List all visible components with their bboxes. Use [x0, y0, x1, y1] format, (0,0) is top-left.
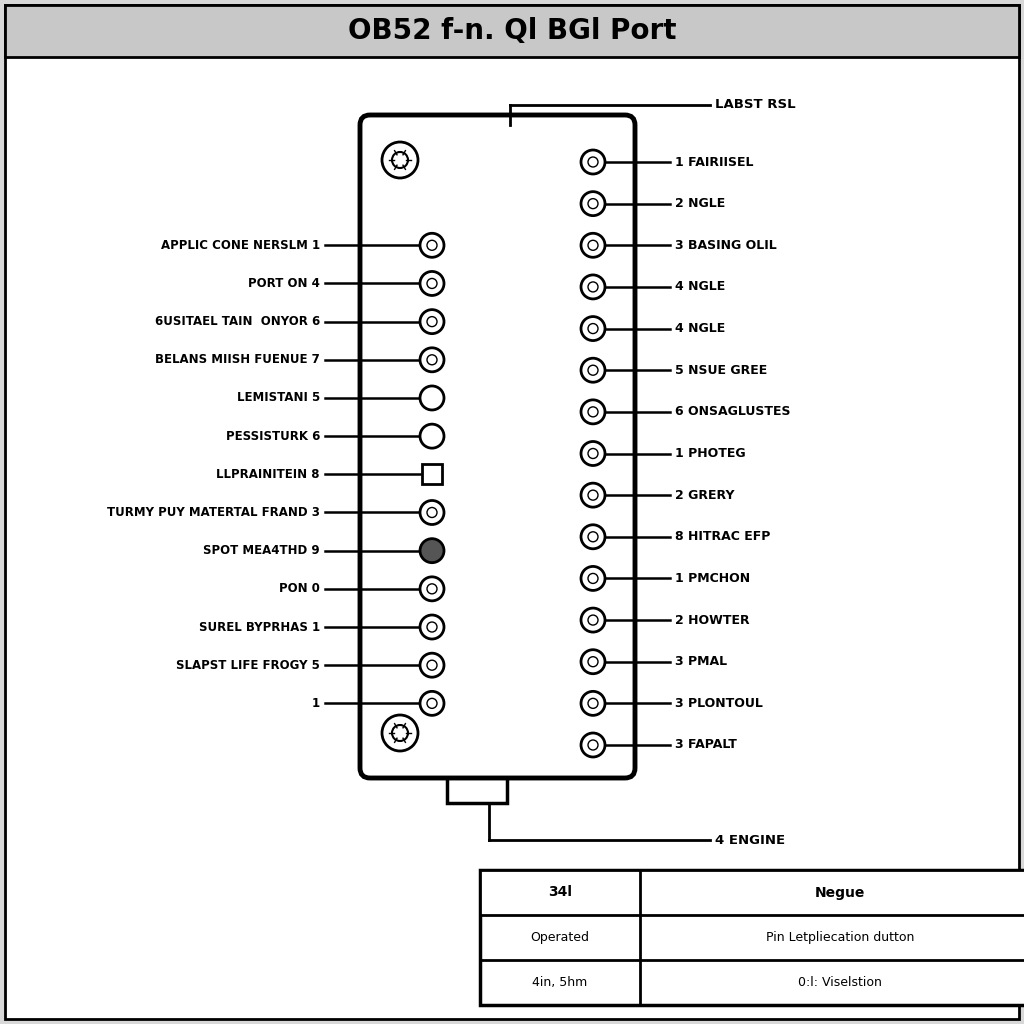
- Circle shape: [581, 150, 605, 174]
- Circle shape: [427, 660, 437, 670]
- Circle shape: [588, 324, 598, 334]
- FancyBboxPatch shape: [480, 870, 1024, 1005]
- Text: APPLIC CONE NERSLM 1: APPLIC CONE NERSLM 1: [161, 239, 319, 252]
- Text: PORT ON 4: PORT ON 4: [248, 276, 319, 290]
- Text: 4 ENGINE: 4 ENGINE: [715, 834, 785, 847]
- Text: Operated: Operated: [530, 931, 590, 944]
- Text: 2 NGLE: 2 NGLE: [675, 198, 725, 210]
- Circle shape: [588, 656, 598, 667]
- Circle shape: [392, 152, 408, 168]
- Circle shape: [420, 501, 444, 524]
- Text: PON 0: PON 0: [280, 583, 319, 595]
- Circle shape: [581, 274, 605, 299]
- FancyBboxPatch shape: [5, 5, 1019, 1019]
- Text: PESSISTURK 6: PESSISTURK 6: [225, 430, 319, 442]
- Text: SLAPST LIFE FROGY 5: SLAPST LIFE FROGY 5: [176, 658, 319, 672]
- Circle shape: [581, 316, 605, 341]
- Text: 2 GRERY: 2 GRERY: [675, 488, 734, 502]
- Circle shape: [420, 386, 444, 410]
- Text: LEMISTANI 5: LEMISTANI 5: [237, 391, 319, 404]
- Circle shape: [588, 490, 598, 500]
- Text: 2 HOWTER: 2 HOWTER: [675, 613, 750, 627]
- Text: Pin Letpliecation dutton: Pin Letpliecation dutton: [766, 931, 914, 944]
- Circle shape: [581, 691, 605, 716]
- Circle shape: [581, 524, 605, 549]
- Circle shape: [427, 698, 437, 709]
- Circle shape: [427, 316, 437, 327]
- Circle shape: [581, 441, 605, 466]
- Text: LABST RSL: LABST RSL: [715, 98, 796, 112]
- Circle shape: [427, 622, 437, 632]
- Circle shape: [581, 649, 605, 674]
- Circle shape: [581, 358, 605, 382]
- Circle shape: [392, 725, 408, 741]
- Circle shape: [588, 407, 598, 417]
- Text: 3 PMAL: 3 PMAL: [675, 655, 727, 669]
- Circle shape: [382, 715, 418, 751]
- Text: 1 PMCHON: 1 PMCHON: [675, 572, 751, 585]
- Circle shape: [581, 483, 605, 507]
- Circle shape: [420, 348, 444, 372]
- Circle shape: [420, 577, 444, 601]
- Text: 4in, 5hm: 4in, 5hm: [532, 976, 588, 989]
- Text: 4 NGLE: 4 NGLE: [675, 323, 725, 335]
- Circle shape: [420, 691, 444, 716]
- FancyBboxPatch shape: [480, 870, 1024, 915]
- Circle shape: [588, 449, 598, 459]
- Circle shape: [420, 539, 444, 562]
- Text: BELANS MIISH FUENUE 7: BELANS MIISH FUENUE 7: [156, 353, 319, 367]
- Circle shape: [588, 366, 598, 375]
- Text: LLPRAINITEIN 8: LLPRAINITEIN 8: [216, 468, 319, 481]
- Text: 0:l: Viselstion: 0:l: Viselstion: [798, 976, 882, 989]
- Text: 6 ONSAGLUSTES: 6 ONSAGLUSTES: [675, 406, 791, 419]
- Text: 3 FAPALT: 3 FAPALT: [675, 738, 737, 752]
- Circle shape: [420, 653, 444, 677]
- Circle shape: [420, 233, 444, 257]
- Circle shape: [382, 142, 418, 178]
- Circle shape: [427, 584, 437, 594]
- Circle shape: [420, 309, 444, 334]
- Text: 3 BASING OLIL: 3 BASING OLIL: [675, 239, 777, 252]
- Circle shape: [588, 157, 598, 167]
- Text: 5 NSUE GREE: 5 NSUE GREE: [675, 364, 767, 377]
- Text: 1 PHOTEG: 1 PHOTEG: [675, 447, 745, 460]
- Circle shape: [420, 424, 444, 449]
- Text: 1 FAIRIISEL: 1 FAIRIISEL: [675, 156, 754, 169]
- Circle shape: [581, 233, 605, 257]
- Circle shape: [588, 615, 598, 625]
- Circle shape: [581, 608, 605, 632]
- FancyBboxPatch shape: [446, 768, 507, 803]
- Circle shape: [581, 733, 605, 757]
- Text: OB52 f-n. Ql BGl Port: OB52 f-n. Ql BGl Port: [348, 17, 676, 45]
- FancyBboxPatch shape: [5, 5, 1019, 57]
- Circle shape: [427, 279, 437, 289]
- Circle shape: [581, 191, 605, 216]
- Circle shape: [588, 573, 598, 584]
- Text: Negue: Negue: [815, 886, 865, 899]
- Circle shape: [427, 354, 437, 365]
- Text: TURMY PUY MATERTAL FRAND 3: TURMY PUY MATERTAL FRAND 3: [108, 506, 319, 519]
- Circle shape: [588, 282, 598, 292]
- Text: 6USITAEL TAIN  ONYOR 6: 6USITAEL TAIN ONYOR 6: [155, 315, 319, 328]
- Circle shape: [420, 271, 444, 296]
- Circle shape: [427, 241, 437, 250]
- Bar: [422, 464, 442, 484]
- Text: 8 HITRAC EFP: 8 HITRAC EFP: [675, 530, 770, 544]
- Circle shape: [588, 531, 598, 542]
- Circle shape: [581, 399, 605, 424]
- Circle shape: [581, 566, 605, 591]
- Text: SPOT MEA4THD 9: SPOT MEA4THD 9: [204, 544, 319, 557]
- FancyBboxPatch shape: [360, 115, 635, 778]
- Circle shape: [588, 740, 598, 750]
- Circle shape: [427, 508, 437, 517]
- Circle shape: [588, 698, 598, 709]
- Text: 4 NGLE: 4 NGLE: [675, 281, 725, 294]
- Text: 3 PLONTOUL: 3 PLONTOUL: [675, 697, 763, 710]
- Circle shape: [588, 241, 598, 250]
- Text: 34l: 34l: [548, 886, 572, 899]
- Text: 1: 1: [312, 697, 319, 710]
- Circle shape: [420, 615, 444, 639]
- Text: SUREL BYPRHAS 1: SUREL BYPRHAS 1: [199, 621, 319, 634]
- Circle shape: [588, 199, 598, 209]
